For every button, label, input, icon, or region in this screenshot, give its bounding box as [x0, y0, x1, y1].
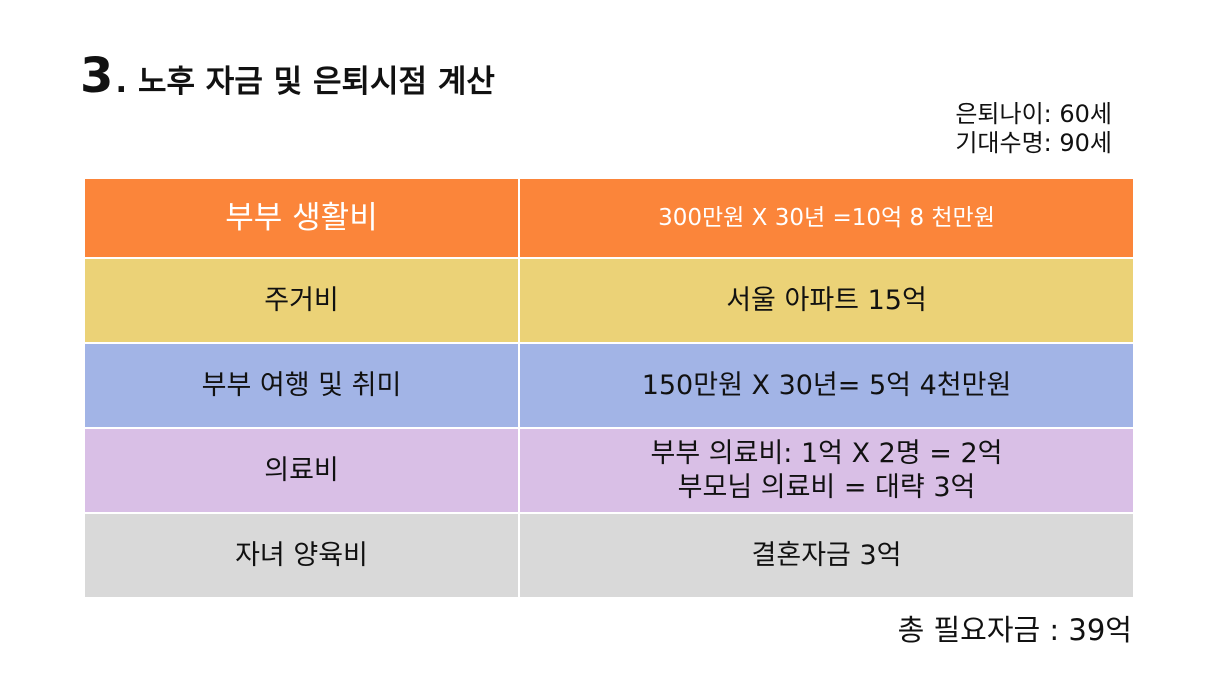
total-required-funds: 총 필요자금 : 39억: [897, 613, 1132, 647]
medical-value-line: 부부 의료비: 1억 X 2명 = 2억: [650, 437, 1003, 469]
medical-label: 의료비: [85, 429, 520, 512]
retirement-info: 은퇴나이: 60세 기대수명: 90세: [955, 100, 1112, 158]
life-expectancy-text: 기대수명: 90세: [955, 129, 1112, 157]
title-text: . 노후 자금 및 은퇴시점 계산: [115, 64, 495, 100]
travel-label: 부부 여행 및 취미: [85, 344, 520, 427]
table-row: 부부 여행 및 취미 150만원 X 30년= 5억 4천만원: [85, 344, 1133, 427]
table-row: 자녀 양육비 결혼자금 3억: [85, 514, 1133, 597]
children-value: 결혼자금 3억: [751, 539, 902, 571]
table-header-row: 부부 생활비 300만원 X 30년 =10억 8 천만원: [85, 179, 1133, 257]
table-row: 주거비 서울 아파트 15억: [85, 259, 1133, 342]
living-cost-value: 300만원 X 30년 =10억 8 천만원: [658, 205, 995, 231]
housing-value: 서울 아파트 15억: [726, 284, 927, 316]
living-cost-label: 부부 생활비: [85, 179, 520, 257]
retire-age-text: 은퇴나이: 60세: [955, 100, 1112, 128]
housing-label: 주거비: [85, 259, 520, 342]
travel-value: 150만원 X 30년= 5억 4천만원: [641, 369, 1012, 401]
medical-value-line: 부모님 의료비 = 대략 3억: [677, 471, 976, 503]
medical-value: 부부 의료비: 1억 X 2명 = 2억 부모님 의료비 = 대략 3억: [520, 429, 1133, 512]
cost-table: 부부 생활비 300만원 X 30년 =10억 8 천만원 주거비 서울 아파트…: [85, 179, 1133, 597]
medical-value-lines: 부부 의료비: 1억 X 2명 = 2억 부모님 의료비 = 대략 3억: [651, 437, 1003, 505]
title-number: 3: [80, 48, 114, 104]
page-title: 3 . 노후 자금 및 은퇴시점 계산: [80, 52, 495, 100]
table-row: 의료비 부부 의료비: 1억 X 2명 = 2억 부모님 의료비 = 대략 3억: [85, 429, 1133, 512]
children-label: 자녀 양육비: [85, 514, 520, 597]
